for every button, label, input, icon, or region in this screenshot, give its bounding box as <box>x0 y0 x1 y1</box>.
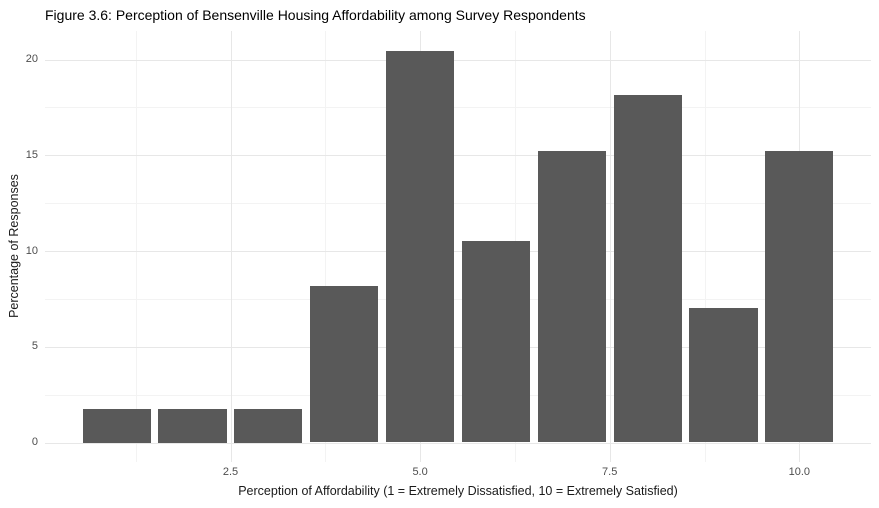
bar-x9 <box>689 308 758 443</box>
y-minor-gridline <box>45 394 871 396</box>
y-axis-tick-label: 5 <box>31 340 38 353</box>
bar-x7 <box>537 151 606 443</box>
bar-x6 <box>461 240 531 443</box>
x-axis-tick-label: 2.5 <box>222 466 239 478</box>
y-axis-tick-label: 15 <box>25 148 38 161</box>
plot-panel <box>45 31 871 462</box>
y-axis-tick-label: 0 <box>31 436 38 448</box>
y-major-gridline <box>45 346 871 348</box>
bar-x2 <box>158 409 227 443</box>
y-minor-gridline <box>45 107 871 109</box>
bar-x10 <box>765 151 834 443</box>
x-minor-gridline <box>135 31 137 462</box>
bar-x1 <box>82 409 151 443</box>
bar-x3 <box>234 409 303 443</box>
y-minor-gridline <box>45 298 871 300</box>
chart-title: Figure 3.6: Perception of Bensenville Ho… <box>45 7 586 23</box>
y-minor-gridline <box>45 203 871 205</box>
x-axis-tick-label: 7.5 <box>602 466 618 478</box>
bar-x5 <box>385 50 455 443</box>
y-major-gridline <box>45 155 871 157</box>
y-major-gridline <box>45 251 871 252</box>
bar-x8 <box>613 95 682 443</box>
y-axis-tick-label: 20 <box>25 53 38 65</box>
y-major-gridline <box>45 59 871 61</box>
x-minor-gridline <box>325 31 327 462</box>
bar-x4 <box>310 285 379 443</box>
x-axis-tick-label: 10.0 <box>788 466 810 478</box>
y-axis-tick-label: 10 <box>25 244 38 257</box>
x-axis-title: Perception of Affordability (1 = Extreme… <box>238 484 678 498</box>
x-minor-gridline <box>704 31 706 462</box>
x-major-gridline <box>230 31 232 462</box>
y-major-gridline <box>45 442 871 444</box>
x-axis-tick-label: 5.0 <box>412 466 428 478</box>
x-major-gridline <box>609 31 611 462</box>
